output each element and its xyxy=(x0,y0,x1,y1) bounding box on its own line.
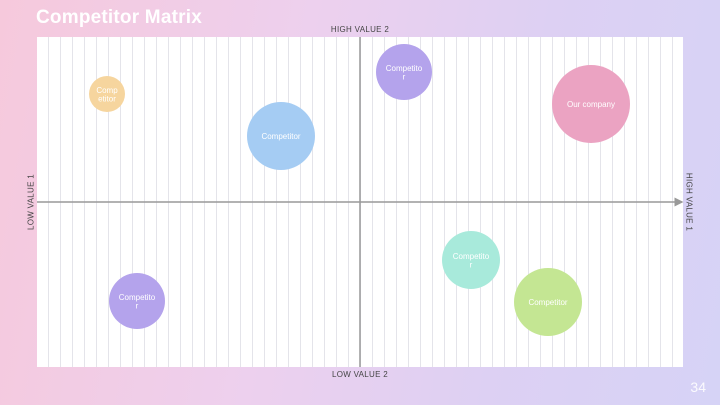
bubble-label: Competitor xyxy=(528,298,567,307)
bubble-label: r xyxy=(470,260,473,269)
page-number: 34 xyxy=(690,379,706,395)
competitor-bubble: Competitor xyxy=(247,102,315,170)
bubble-label: Competito xyxy=(119,293,156,302)
bubble-circle xyxy=(247,102,315,170)
bubble-circle xyxy=(109,273,165,329)
bubble-label: Comp xyxy=(96,86,118,95)
competitor-bubble: Competitor xyxy=(376,44,432,100)
competitor-bubble: Our company xyxy=(552,65,630,143)
competitor-bubble: Competitor xyxy=(442,231,500,289)
bubble-circle xyxy=(552,65,630,143)
bubble-label: r xyxy=(136,301,139,310)
axis-label-top: HIGH VALUE 2 xyxy=(330,25,390,34)
bubble-label: Competitor xyxy=(261,132,300,141)
bubble-circle xyxy=(514,268,582,336)
bubble-label: etitor xyxy=(98,94,116,103)
bubble-circle xyxy=(442,231,500,289)
axis-label-bottom: LOW VALUE 2 xyxy=(331,370,389,379)
bubble-label: r xyxy=(403,72,406,81)
bubble-label: Competito xyxy=(386,64,423,73)
competitor-bubble: Competitor xyxy=(109,273,165,329)
bubble-label: Competito xyxy=(453,252,490,261)
bubble-circle xyxy=(376,44,432,100)
competitor-bubble: Competitor xyxy=(514,268,582,336)
competitor-bubble: Competitor xyxy=(89,76,125,112)
bubble-circle xyxy=(89,76,125,112)
slide-title: Competitor Matrix xyxy=(36,7,202,28)
bubble-label: Our company xyxy=(567,100,615,109)
